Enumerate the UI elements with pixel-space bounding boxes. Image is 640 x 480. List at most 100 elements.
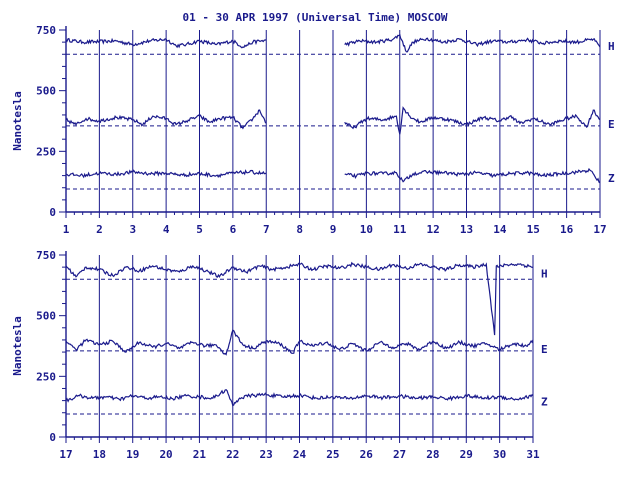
- x-tick-label: 9: [330, 223, 337, 236]
- data-point-h: [359, 40, 360, 41]
- data-point-h: [426, 38, 427, 39]
- y-tick-label: 250: [36, 370, 56, 383]
- x-tick-label: 1: [63, 223, 70, 236]
- data-point-z: [249, 395, 250, 396]
- y-tick-label: 750: [36, 249, 56, 262]
- data-point-e: [115, 117, 116, 118]
- data-point-h: [165, 269, 166, 270]
- data-point-z: [382, 173, 383, 174]
- data-point-e: [512, 343, 513, 344]
- data-point-z: [332, 396, 333, 397]
- data-point-h: [376, 42, 377, 43]
- data-point-z: [356, 175, 357, 176]
- data-point-h: [252, 42, 253, 43]
- data-point-z: [599, 182, 600, 183]
- panel-bottom: 0 250 500 750 Nanotesla 17 18 19 20 21 22 23 24 25 26 2…: [11, 249, 548, 461]
- x-tick-label: 17: [593, 223, 606, 236]
- data-point-h: [392, 39, 393, 40]
- data-point-e: [179, 348, 180, 349]
- data-point-z: [432, 396, 433, 397]
- data-point-e: [339, 349, 340, 350]
- data-point-h: [85, 267, 86, 268]
- chart-title: 01 - 30 APR 1997 (Universal Time) MOSCOW: [183, 11, 448, 24]
- x-tick-label: 10: [360, 223, 373, 236]
- data-point-h: [496, 265, 497, 266]
- data-point-h: [99, 269, 100, 270]
- y-tick-label: 0: [49, 431, 56, 444]
- data-point-e: [499, 349, 500, 350]
- series-line-h: [65, 33, 601, 53]
- data-point-z: [266, 394, 267, 395]
- data-point-e: [99, 344, 100, 345]
- data-point-e: [186, 120, 187, 121]
- data-point-e: [252, 348, 253, 349]
- data-point-z: [115, 174, 116, 175]
- data-point-h: [166, 39, 167, 40]
- x-tick-label: 14: [493, 223, 507, 236]
- data-point-z: [226, 389, 227, 390]
- data-point-e: [299, 341, 300, 342]
- data-point-e: [152, 347, 153, 348]
- data-point-h: [192, 265, 193, 266]
- data-point-e: [166, 118, 167, 119]
- data-point-e: [206, 345, 207, 346]
- x-tick-label: 3: [129, 223, 136, 236]
- data-point-e: [466, 124, 467, 125]
- data-point-e: [232, 117, 233, 118]
- data-point-e: [259, 109, 260, 110]
- data-point-e: [132, 119, 133, 120]
- series-label-e: E: [608, 118, 615, 131]
- data-point-e: [216, 344, 217, 345]
- data-point-e: [409, 116, 410, 117]
- data-point-h: [392, 264, 393, 265]
- data-point-e: [396, 116, 397, 117]
- data-point-z: [132, 395, 133, 396]
- data-point-z: [399, 396, 400, 397]
- x-tick-label: 15: [527, 223, 540, 236]
- x-tick-label: 21: [193, 448, 207, 461]
- data-point-z: [316, 398, 317, 399]
- data-point-z: [282, 396, 283, 397]
- data-point-h: [232, 40, 233, 41]
- data-point-e: [142, 124, 143, 125]
- data-point-z: [493, 175, 494, 176]
- x-tick-label: 11: [393, 223, 407, 236]
- data-point-z: [589, 170, 590, 171]
- data-point-z: [185, 395, 186, 396]
- x-tick-label: 26: [360, 448, 374, 461]
- x-tick-label: 13: [460, 223, 473, 236]
- data-point-e: [165, 343, 166, 344]
- data-point-e: [566, 118, 567, 119]
- data-point-h: [242, 46, 243, 47]
- data-point-z: [476, 172, 477, 173]
- data-point-e: [266, 341, 267, 342]
- series-line-z: [65, 167, 601, 184]
- data-point-z: [402, 181, 403, 182]
- data-point-e: [352, 343, 353, 344]
- data-point-h: [559, 40, 560, 41]
- data-point-z: [299, 395, 300, 396]
- data-point-z: [199, 396, 200, 397]
- data-point-e: [112, 341, 113, 342]
- data-point-z: [344, 174, 345, 175]
- series-label-h: H: [541, 268, 548, 281]
- x-tick-label: 12: [427, 223, 440, 236]
- data-point-h: [486, 264, 487, 265]
- data-point-e: [232, 330, 233, 331]
- data-point-e: [252, 118, 253, 119]
- data-point-e: [242, 344, 243, 345]
- data-point-e: [586, 126, 587, 127]
- data-point-h: [326, 265, 327, 266]
- series-line-h: [65, 261, 534, 336]
- data-point-e: [312, 345, 313, 346]
- data-point-z: [105, 396, 106, 397]
- data-point-z: [65, 400, 66, 401]
- data-point-z: [159, 396, 160, 397]
- data-point-h: [65, 265, 66, 266]
- data-point-e: [352, 128, 353, 129]
- data-point-z: [216, 175, 217, 176]
- x-tick-label: 19: [126, 448, 139, 461]
- data-point-z: [532, 395, 533, 396]
- data-point-e: [266, 123, 267, 124]
- data-point-e: [379, 342, 380, 343]
